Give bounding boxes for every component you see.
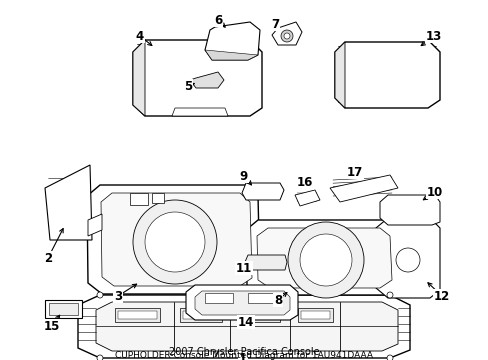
Polygon shape (133, 40, 262, 116)
Bar (297, 308, 332, 322)
Polygon shape (294, 190, 319, 206)
Polygon shape (244, 255, 286, 270)
Text: 15: 15 (44, 320, 60, 333)
Text: 6: 6 (213, 13, 222, 27)
Text: 2: 2 (44, 252, 52, 265)
Text: 16: 16 (296, 176, 312, 189)
Polygon shape (45, 300, 82, 318)
Polygon shape (375, 218, 439, 298)
Polygon shape (334, 42, 439, 108)
Circle shape (299, 234, 351, 286)
Circle shape (97, 292, 103, 298)
Circle shape (386, 292, 392, 298)
Text: 13: 13 (425, 30, 441, 42)
Polygon shape (204, 22, 260, 60)
Bar (238, 308, 280, 322)
Bar (183, 311, 219, 319)
Circle shape (97, 355, 103, 360)
Polygon shape (96, 302, 397, 351)
Circle shape (287, 222, 363, 298)
Text: 10: 10 (426, 185, 442, 198)
Text: 1: 1 (239, 351, 246, 360)
Text: 14: 14 (237, 315, 254, 328)
Bar (241, 311, 276, 319)
Polygon shape (78, 295, 409, 358)
Bar (115, 308, 160, 322)
Circle shape (145, 212, 204, 272)
Polygon shape (87, 185, 260, 294)
Bar (152, 193, 163, 203)
Text: 4: 4 (136, 30, 144, 42)
Polygon shape (204, 50, 258, 60)
Text: CUPHOLDER-Console Mounted Diagram for 1AU941DAAA: CUPHOLDER-Console Mounted Diagram for 1A… (115, 351, 372, 360)
Text: 11: 11 (235, 261, 252, 274)
Polygon shape (257, 228, 391, 288)
Polygon shape (245, 220, 399, 295)
Polygon shape (101, 193, 251, 286)
Polygon shape (329, 175, 397, 202)
Text: 8: 8 (273, 293, 282, 306)
Text: 7: 7 (270, 18, 279, 31)
Circle shape (395, 248, 419, 272)
Polygon shape (45, 165, 92, 240)
Polygon shape (172, 108, 227, 116)
Polygon shape (133, 40, 145, 116)
Polygon shape (190, 72, 224, 88)
Polygon shape (271, 22, 302, 45)
Polygon shape (88, 214, 102, 236)
Bar (247, 293, 275, 303)
Polygon shape (334, 42, 345, 108)
Polygon shape (49, 303, 78, 315)
Circle shape (386, 355, 392, 360)
Text: 12: 12 (433, 289, 449, 302)
Circle shape (133, 200, 217, 284)
Polygon shape (185, 285, 297, 320)
Text: 5: 5 (183, 80, 192, 93)
Polygon shape (195, 291, 289, 315)
Text: 3: 3 (114, 289, 122, 302)
Text: 2007 Chrysler Pacifica Console: 2007 Chrysler Pacifica Console (168, 347, 319, 357)
Bar (118, 311, 157, 319)
Bar (180, 308, 222, 322)
Circle shape (284, 33, 289, 39)
Text: 9: 9 (240, 170, 247, 183)
Text: 17: 17 (346, 166, 363, 179)
Polygon shape (242, 183, 284, 200)
Bar (301, 311, 329, 319)
Bar (130, 193, 148, 205)
Circle shape (281, 30, 292, 42)
Bar (204, 293, 232, 303)
Polygon shape (379, 195, 439, 225)
